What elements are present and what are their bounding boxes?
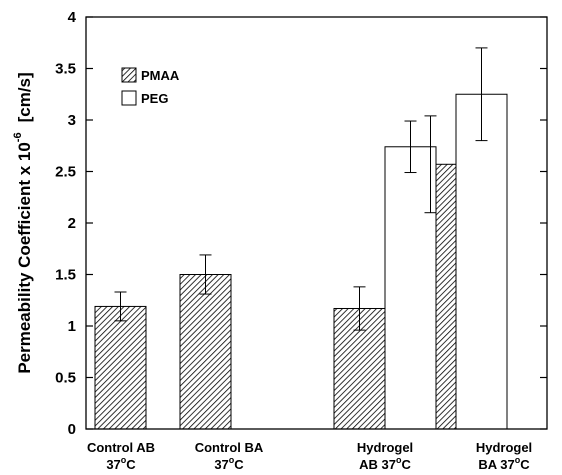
category-label-line2: 37oC bbox=[214, 455, 244, 472]
legend-label-pmaa: PMAA bbox=[141, 68, 180, 83]
y-tick-label: 0 bbox=[68, 421, 76, 438]
plot-frame bbox=[85, 16, 548, 430]
y-tick-label: 2 bbox=[68, 215, 76, 232]
y-tick-label: 3 bbox=[68, 112, 76, 129]
category-label-line2: 37oC bbox=[106, 455, 136, 472]
category-label-line1: Control BA bbox=[195, 440, 264, 455]
y-axis-label: Permeability Coefficient x 10-6 [cm/s] bbox=[12, 72, 34, 373]
error-bar-pmaa-2 bbox=[353, 286, 366, 331]
category-label-line1: Hydrogel bbox=[476, 440, 532, 455]
bar-pmaa-0 bbox=[94, 305, 147, 430]
y-axis-label-exponent: -6 bbox=[12, 132, 24, 142]
category-label-line2: AB 37oC bbox=[359, 455, 411, 472]
y-tick-label: 3.5 bbox=[55, 61, 76, 78]
error-bar-pmaa-3 bbox=[424, 115, 437, 214]
svg-text:Permeability Coefficient x 10-: Permeability Coefficient x 10-6 [cm/s] bbox=[12, 72, 34, 373]
y-tick-label: 1 bbox=[68, 318, 76, 335]
y-axis-ticks: 0 0.5 1 1.5 2 2.5 3 3.5 4 bbox=[55, 9, 547, 438]
error-bar-peg-2 bbox=[404, 120, 417, 174]
category-label-line1: Hydrogel bbox=[357, 440, 413, 455]
bar-pmaa-1 bbox=[179, 274, 232, 430]
y-axis-label-unit: [cm/s] bbox=[15, 72, 34, 122]
bar-peg-3 bbox=[455, 93, 508, 430]
legend: PMAA PEG bbox=[121, 67, 180, 106]
error-bars bbox=[114, 47, 488, 331]
category-label-line2: BA 37oC bbox=[478, 455, 530, 472]
bars bbox=[94, 93, 508, 430]
bar-peg-2 bbox=[384, 146, 437, 430]
y-tick-label: 1.5 bbox=[55, 267, 76, 284]
legend-swatch-pmaa bbox=[121, 67, 137, 83]
category-label-line1: Control AB bbox=[87, 440, 155, 455]
y-tick-label: 0.5 bbox=[55, 370, 76, 387]
error-bar-peg-3 bbox=[475, 47, 488, 142]
legend-swatch-peg bbox=[121, 90, 137, 106]
y-tick-label: 2.5 bbox=[55, 164, 76, 181]
y-axis-label-text: Permeability Coefficient x 10 bbox=[15, 142, 34, 373]
y-tick-label: 4 bbox=[68, 9, 77, 26]
error-bar-pmaa-0 bbox=[114, 291, 127, 322]
legend-label-peg: PEG bbox=[141, 91, 168, 106]
error-bar-pmaa-1 bbox=[199, 254, 212, 295]
